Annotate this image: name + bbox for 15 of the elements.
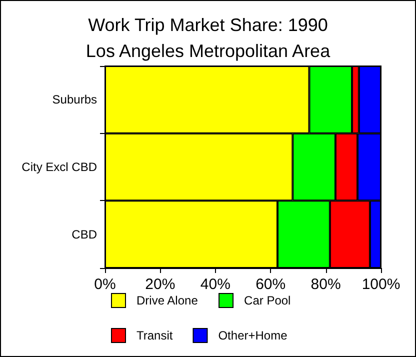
x-tick-label: 60% (256, 276, 286, 293)
y-tick-label: Suburbs (52, 92, 97, 107)
legend-label: Transit (136, 328, 174, 342)
chart-title: Work Trip Market Share: 1990 (88, 15, 328, 35)
chart-subtitle: Los Angeles Metropolitan Area (86, 41, 332, 61)
x-tick-label: 80% (310, 276, 341, 293)
legend-label: Car Pool (244, 294, 291, 308)
x-tick-label: 100% (362, 276, 400, 293)
x-tick-label: 40% (200, 276, 230, 293)
x-tick-label: 0% (94, 276, 116, 293)
x-tick-label: 20% (145, 276, 176, 293)
y-tick-label: City Excl CBD (22, 160, 98, 174)
y-tick-label: CBD (72, 227, 98, 242)
legend-label: Other+Home (218, 328, 288, 342)
legend-label: Drive Alone (136, 294, 198, 308)
